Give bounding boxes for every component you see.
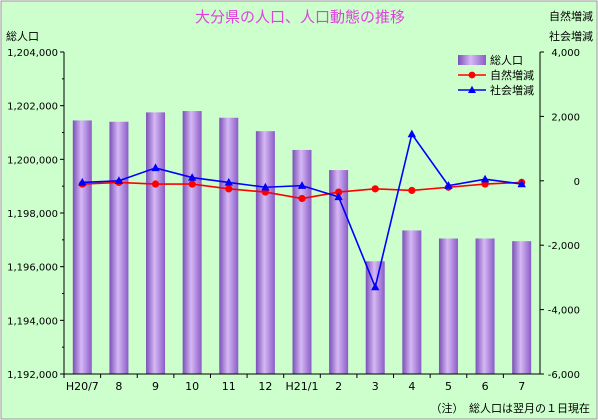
point-社会増減-5 (444, 181, 453, 189)
left-tick-label: 1,192,000 (7, 370, 58, 381)
bar-4 (402, 230, 422, 374)
point-社会増減-6 (480, 174, 490, 183)
point-社会増減-7 (517, 179, 526, 188)
point-自然増減-11 (225, 185, 233, 193)
x-tick-label: 4 (408, 380, 415, 393)
point-社会増減-10 (187, 173, 197, 181)
point-社会増減-9 (151, 163, 160, 172)
point-自然増減-4 (408, 186, 416, 195)
bar-7 (512, 241, 532, 374)
legend-label-社会増減: 社会増減 (490, 83, 534, 97)
legend-swatch-総人口 (458, 55, 486, 65)
x-tick-label: 3 (372, 380, 379, 393)
left-tick-label: 1,194,000 (7, 316, 58, 327)
x-tick-label: 7 (518, 380, 525, 393)
point-自然増減-2 (335, 188, 343, 196)
bar-12 (255, 131, 275, 374)
x-tick-label: H20/7 (66, 380, 99, 393)
point-社会増減-2 (334, 192, 343, 201)
bar-8 (109, 121, 129, 375)
right-axis-label-social: 社会増減 (549, 29, 593, 43)
point-社会増減-H21/1 (297, 181, 307, 189)
chart-title: 大分県の人口、人口動態の推移 (195, 8, 405, 26)
bar-9 (146, 112, 166, 374)
point-自然増減-H21/1 (298, 194, 306, 203)
right-tick-label: -4,000 (548, 306, 580, 317)
legend-marker-社会増減 (468, 85, 476, 93)
right-tick-label: -6,000 (548, 370, 580, 381)
bar-11 (219, 117, 239, 374)
bar-10 (182, 111, 202, 375)
left-tick-label: 1,198,000 (7, 209, 58, 220)
left-tick-label: 1,204,000 (7, 48, 58, 59)
x-tick-label: 2 (335, 380, 342, 393)
legend-marker-自然増減 (468, 71, 476, 79)
bar-2 (329, 170, 349, 374)
x-tick-label: 6 (482, 380, 489, 393)
bar-6 (475, 238, 495, 374)
right-tick-label: -2,000 (548, 241, 580, 252)
bar-3 (365, 261, 385, 374)
bar-H21/1 (292, 149, 312, 374)
point-自然増減-9 (151, 180, 160, 188)
right-tick-label: 0 (574, 177, 580, 188)
right-axis-label-natural: 自然増減 (549, 9, 593, 23)
x-tick-label: 12 (258, 380, 272, 393)
point-社会増減-11 (224, 177, 233, 186)
right-tick-label: 4,000 (551, 48, 580, 59)
x-tick-label: 9 (152, 380, 159, 393)
left-axis-label: 総人口 (6, 29, 39, 43)
left-tick-label: 1,202,000 (7, 102, 58, 113)
x-tick-label: 11 (222, 380, 236, 393)
chart-note: （注） 総人口は翌月の１日現在 (431, 401, 591, 415)
x-tick-label: 5 (445, 380, 452, 393)
right-tick-label: 2,000 (551, 112, 580, 123)
x-tick-label: H21/1 (286, 380, 319, 393)
left-tick-label: 1,200,000 (7, 155, 58, 166)
point-自然増減-3 (371, 185, 379, 193)
bar-H20/7 (72, 120, 92, 374)
bar-5 (438, 238, 458, 374)
line-series (78, 129, 526, 291)
axes: 1,192,000 1,194,000 1,196,000 1,198,000 1,20… (7, 48, 580, 393)
x-tick-label: 10 (185, 380, 199, 393)
legend-label-自然増減: 自然増減 (490, 68, 534, 82)
point-社会増減-8 (114, 176, 124, 184)
point-自然増減-10 (188, 180, 196, 188)
point-社会増減-H20/7 (78, 177, 87, 186)
legend-label-総人口: 総人口 (490, 53, 523, 67)
point-社会増減-3 (371, 282, 380, 291)
x-tick-label: 8 (115, 380, 122, 393)
point-社会増減-4 (407, 129, 417, 138)
point-社会増減-12 (261, 182, 270, 191)
left-tick-label: 1,196,000 (7, 263, 58, 274)
